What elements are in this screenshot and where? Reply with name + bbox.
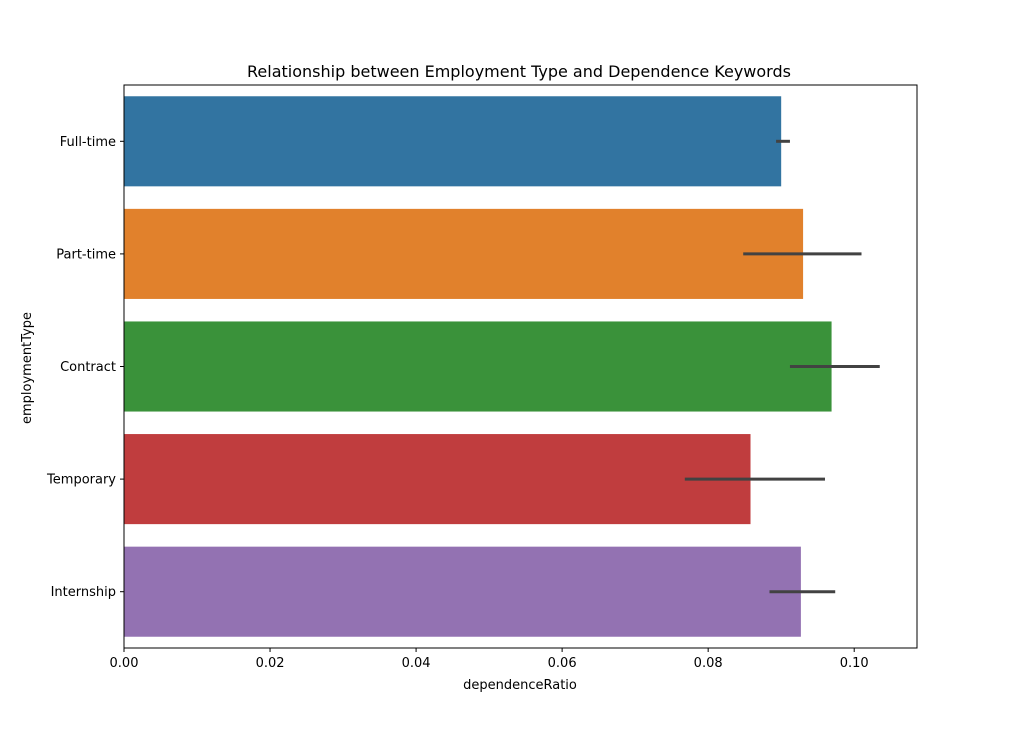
y-axis-label: employmentType bbox=[20, 312, 35, 424]
bar-part-time bbox=[124, 208, 804, 299]
y-tick-label: Internship bbox=[51, 585, 116, 600]
bar-full-time bbox=[124, 96, 782, 187]
y-tick-label: Temporary bbox=[46, 473, 116, 488]
x-tick-label: 0.04 bbox=[402, 656, 431, 671]
x-tick-label: 0.08 bbox=[694, 656, 723, 671]
error-bars bbox=[684, 139, 880, 594]
x-axis-ticks: 0.00 0.02 0.04 0.06 0.08 0.10 bbox=[110, 648, 869, 671]
y-axis-ticks: Full-time Part-time Contract Temporary Inter… bbox=[46, 135, 124, 600]
x-tick-label: 0.02 bbox=[256, 656, 285, 671]
bar-temporary bbox=[124, 434, 751, 525]
x-tick-label: 0.00 bbox=[110, 656, 139, 671]
y-tick-label: Contract bbox=[60, 360, 116, 375]
x-axis-label: dependenceRatio bbox=[463, 678, 577, 693]
y-tick-label: Full-time bbox=[60, 135, 116, 150]
chart-title: Relationship between Employment Type and… bbox=[247, 62, 791, 81]
bars bbox=[124, 96, 832, 637]
y-tick-label: Part-time bbox=[56, 247, 116, 262]
x-tick-label: 0.10 bbox=[840, 656, 869, 671]
x-tick-label: 0.06 bbox=[548, 656, 577, 671]
bar-contract bbox=[124, 321, 832, 412]
bar-internship bbox=[124, 546, 801, 637]
